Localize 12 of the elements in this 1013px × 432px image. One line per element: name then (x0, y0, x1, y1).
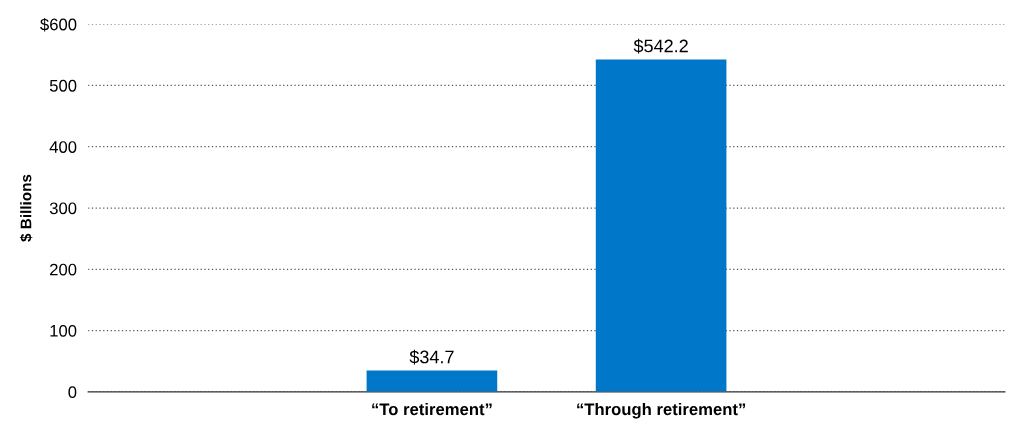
data-label: $34.7 (409, 349, 454, 365)
y-tick-label: 0 (68, 386, 77, 399)
y-tick-label: $600 (40, 17, 77, 32)
y-axis-title: $ Billions (19, 174, 33, 242)
y-tick-label: 200 (50, 263, 77, 276)
y-tick-label: 400 (49, 141, 77, 153)
data-label: $542.2 (633, 38, 688, 54)
x-tick-label: “Through retirement” (577, 402, 746, 419)
y-tick-label: 100 (50, 324, 77, 337)
y-tick-label: 500 (49, 79, 77, 92)
y-tick-label: 300 (49, 202, 77, 215)
x-tick-label: “To retirement” (372, 402, 492, 416)
